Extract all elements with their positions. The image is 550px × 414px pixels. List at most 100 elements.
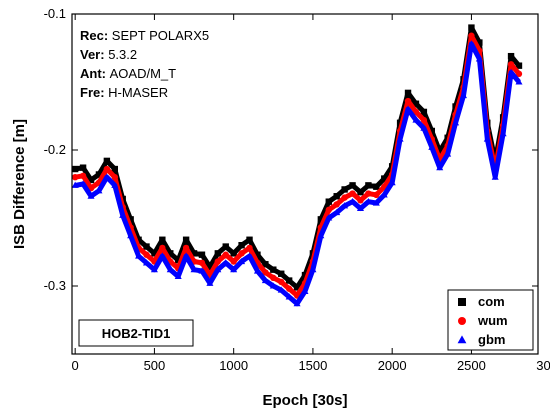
info-line: Rec: SEPT POLARX5 xyxy=(80,28,209,43)
point-com xyxy=(182,236,190,243)
point-gbm xyxy=(158,252,166,259)
x-tick-label: 500 xyxy=(144,358,166,373)
point-com xyxy=(412,100,420,107)
point-com xyxy=(103,157,111,165)
point-wum xyxy=(198,259,206,267)
point-com xyxy=(246,236,253,243)
info-key: Ver: xyxy=(80,47,108,62)
point-wum xyxy=(515,70,523,78)
x-tick-label: 2500 xyxy=(457,358,486,373)
point-gbm xyxy=(372,199,380,206)
point-gbm xyxy=(246,252,254,259)
point-wum xyxy=(357,197,364,204)
point-wum xyxy=(349,190,356,197)
point-wum xyxy=(143,251,150,258)
point-gbm xyxy=(150,266,158,273)
legend-label-wum: wum xyxy=(477,313,508,328)
point-gbm xyxy=(79,180,87,187)
point-com xyxy=(317,216,325,223)
point-gbm xyxy=(491,173,499,180)
axis-ticks: 0 500 1000 1500 2000 2500 3000 -0.1 -0.2 -0.3 xyxy=(44,6,550,373)
info-key: Ant: xyxy=(80,66,110,81)
point-com xyxy=(515,62,523,69)
point-gbm xyxy=(341,202,349,209)
point-gbm xyxy=(349,198,357,205)
point-com xyxy=(468,24,475,31)
point-wum xyxy=(341,194,348,201)
info-key: Fre: xyxy=(80,85,108,100)
point-com xyxy=(214,250,222,257)
point-gbm xyxy=(182,252,190,259)
point-com xyxy=(222,243,229,250)
point-gbm xyxy=(198,267,206,274)
x-tick-label: 1500 xyxy=(298,358,327,373)
point-com xyxy=(373,183,380,190)
x-tick-label: 0 xyxy=(72,358,79,373)
point-wum xyxy=(285,285,293,292)
x-tick-label: 2000 xyxy=(378,358,407,373)
plot-area xyxy=(71,24,523,307)
point-gbm xyxy=(71,181,79,188)
point-wum xyxy=(79,172,87,180)
point-com xyxy=(190,250,198,257)
point-com xyxy=(349,182,356,189)
point-gbm xyxy=(190,266,198,273)
info-value: 5.3.2 xyxy=(108,47,137,62)
info-line: Ant: AOAD/M_T xyxy=(80,66,176,81)
point-wum xyxy=(373,191,380,199)
point-gbm xyxy=(325,214,333,221)
receiver-info: Rec: SEPT POLARX5 Ver: 5.3.2 Ant: AOAD/M_T… xyxy=(80,28,209,100)
point-wum xyxy=(333,201,340,208)
info-value: H-MASER xyxy=(108,85,168,100)
point-wum xyxy=(230,258,237,265)
series-gbm xyxy=(71,40,523,307)
point-gbm xyxy=(238,257,246,265)
y-tick-label: -0.3 xyxy=(44,278,66,293)
point-com xyxy=(341,186,348,193)
point-com xyxy=(285,277,293,284)
info-line: Ver: 5.3.2 xyxy=(80,47,137,62)
point-gbm xyxy=(214,266,222,273)
point-com xyxy=(333,193,340,200)
point-com xyxy=(301,271,309,279)
legend: com wum gbm xyxy=(447,289,534,351)
series-wum xyxy=(71,32,523,299)
point-wum xyxy=(270,274,277,282)
point-com xyxy=(198,251,206,258)
point-com xyxy=(507,52,515,60)
x-tick-label: 1000 xyxy=(219,358,248,373)
info-value: AOAD/M_T xyxy=(110,66,177,81)
point-gbm xyxy=(452,119,460,126)
point-com xyxy=(135,236,142,243)
point-com xyxy=(174,256,182,264)
point-com xyxy=(436,148,443,155)
point-gbm xyxy=(396,135,404,142)
point-gbm xyxy=(436,164,444,171)
point-com xyxy=(357,188,364,196)
point-gbm xyxy=(475,55,483,62)
point-com xyxy=(111,165,118,173)
point-wum xyxy=(159,244,166,252)
y-tick-label: -0.2 xyxy=(44,142,66,157)
site-label: HOB2-TID1 xyxy=(102,326,171,341)
point-gbm xyxy=(459,91,468,99)
point-wum xyxy=(182,244,190,252)
point-wum xyxy=(111,174,118,181)
point-wum xyxy=(507,61,515,68)
x-tick-label: 3000 xyxy=(536,358,550,373)
point-gbm xyxy=(111,181,119,188)
y-axis-title: ISB Difference [m] xyxy=(11,119,28,249)
point-gbm xyxy=(95,187,103,194)
point-gbm xyxy=(467,40,475,47)
point-gbm xyxy=(166,266,174,273)
point-com xyxy=(143,243,150,250)
point-gbm xyxy=(380,191,388,198)
point-com xyxy=(95,171,103,178)
point-com xyxy=(325,198,332,205)
point-com xyxy=(238,242,245,249)
x-axis-title: Epoch [30s] xyxy=(262,392,347,409)
point-gbm xyxy=(507,68,515,76)
point-gbm xyxy=(515,78,523,85)
point-wum xyxy=(404,97,412,105)
point-gbm xyxy=(404,105,412,112)
